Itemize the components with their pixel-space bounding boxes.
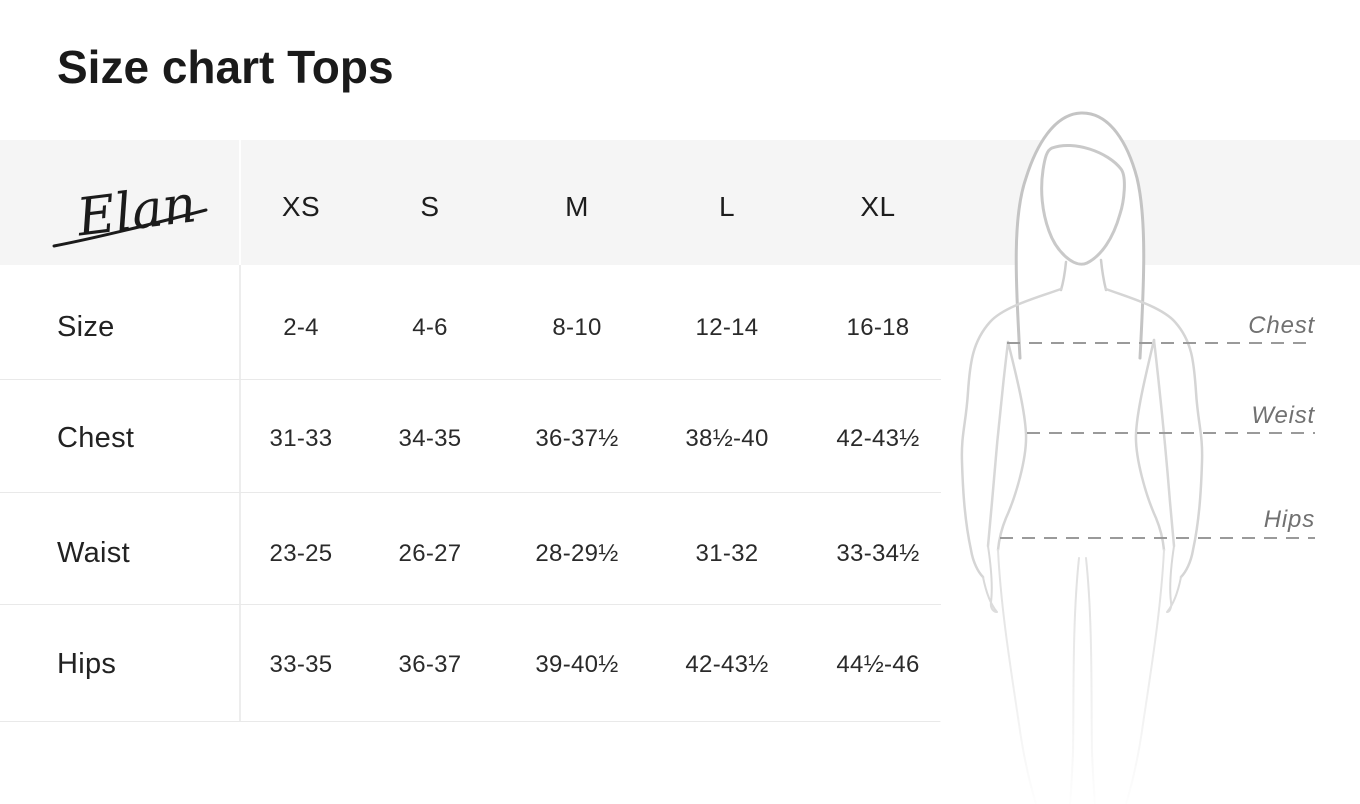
table-cell: 42-43½: [685, 651, 769, 678]
hair-outline: [1014, 111, 1146, 360]
row-separator-line: [0, 721, 941, 722]
row-label-chest: Chest: [57, 421, 135, 454]
column-divider-line: [239, 140, 241, 265]
row-separator-line: [0, 604, 941, 605]
left-shoulder-arm-outline: [960, 287, 1063, 579]
table-cell: 12-14: [695, 314, 759, 341]
table-cell: 2-4: [283, 314, 319, 341]
measurement-label-weist: Weist: [1251, 402, 1315, 429]
row-separator-line: [0, 379, 941, 380]
figure-fade-overlay: [940, 590, 1360, 804]
column-header-xl: XL: [860, 191, 896, 222]
table-cell: 42-43½: [836, 425, 920, 452]
row-label-size: Size: [57, 310, 115, 343]
column-header-xs: XS: [281, 191, 321, 222]
table-cell: 23-25: [269, 540, 333, 567]
column-header-s: S: [420, 191, 440, 222]
table-cell: 44½-46: [836, 651, 920, 678]
table-cell: 16-18: [846, 314, 910, 341]
measurement-label-hips: Hips: [1263, 506, 1315, 533]
table-cell: 36-37: [398, 651, 462, 678]
table-cell: 26-27: [398, 540, 462, 567]
table-cell: 4-6: [412, 314, 448, 341]
table-cell: 34-35: [398, 425, 462, 452]
female-figure-illustration: [940, 111, 1360, 804]
column-divider-line: [239, 265, 241, 722]
column-header-l: L: [718, 191, 736, 222]
row-label-hips: Hips: [57, 647, 117, 680]
table-cell: 36-37½: [535, 425, 619, 452]
table-cell: 31-32: [695, 540, 759, 567]
right-shoulder-arm-outline: [1104, 287, 1204, 579]
table-cell: 31-33: [269, 425, 333, 452]
row-label-waist: Waist: [57, 536, 130, 569]
table-cell: 33-34½: [836, 540, 920, 567]
logo-underline-flourish: [52, 208, 208, 248]
table-cell: 38½-40: [685, 425, 769, 452]
table-cell: 33-35: [269, 651, 333, 678]
table-cell: 28-29½: [535, 540, 619, 567]
column-header-m: M: [565, 191, 589, 222]
measurement-label-chest: Chest: [1248, 312, 1315, 339]
table-cell: 8-10: [552, 314, 602, 341]
table-cell: 39-40½: [535, 651, 619, 678]
torso-outline: [996, 338, 1166, 552]
inner-arms-outline: [986, 338, 1176, 548]
page-title: Size chart Tops: [57, 41, 394, 93]
neck-outline: [1059, 258, 1108, 292]
brand-logo-icon: Elan: [52, 174, 208, 249]
row-separator-line: [0, 492, 941, 493]
face-outline: [1040, 143, 1126, 266]
